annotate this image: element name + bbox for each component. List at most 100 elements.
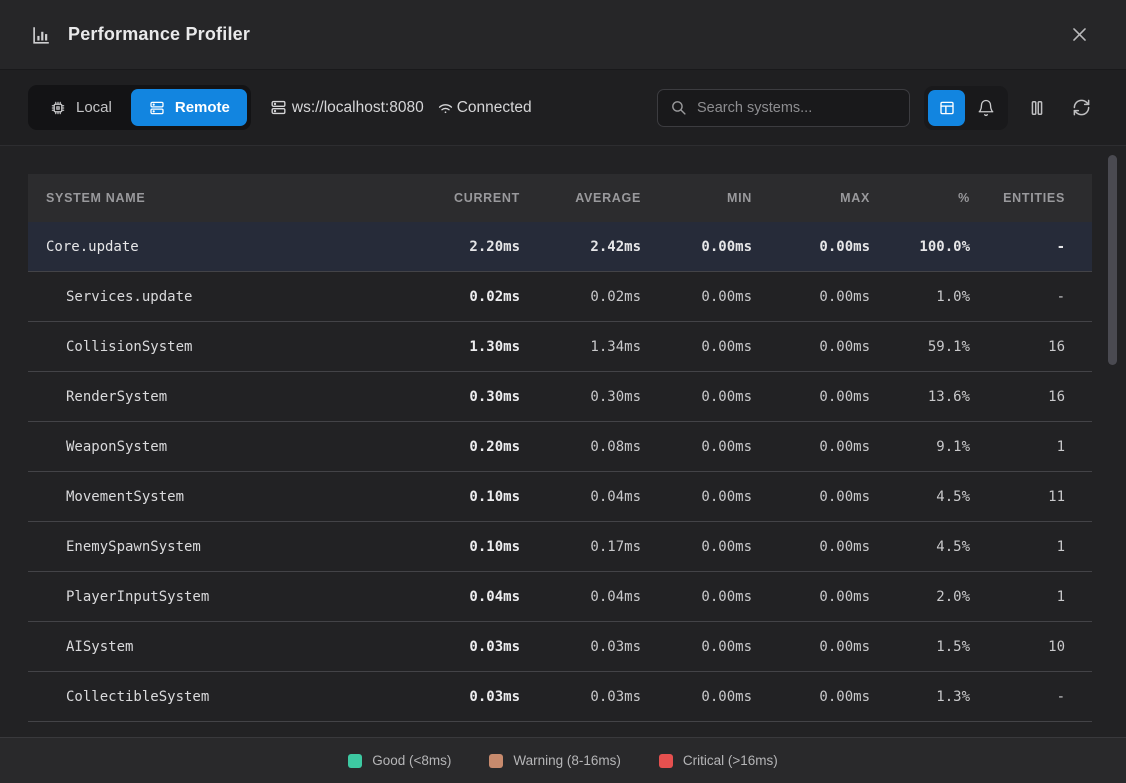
table-row[interactable]: EnemySpawnSystem 0.10ms 0.17ms 0.00ms 0.… bbox=[28, 522, 1092, 572]
cell-system-name: WeaponSystem bbox=[66, 438, 168, 455]
column-header-current[interactable]: CURRENT bbox=[453, 191, 520, 205]
cell-average: 0.08ms bbox=[590, 438, 641, 455]
table-row[interactable]: Core.update 2.20ms 2.42ms 0.00ms 0.00ms … bbox=[28, 222, 1092, 272]
table-row[interactable]: Services.update 0.02ms 0.02ms 0.00ms 0.0… bbox=[28, 272, 1092, 322]
connection-status-label: Connected bbox=[456, 98, 532, 116]
cell-system-name: CollisionSystem bbox=[66, 338, 193, 355]
cell-percent: 2.0% bbox=[936, 588, 970, 605]
cell-average: 0.03ms bbox=[590, 638, 641, 655]
endpoint: ws://localhost:8080 bbox=[269, 98, 424, 117]
legend-label: Warning (8-16ms) bbox=[513, 753, 621, 768]
cell-min: 0.00ms bbox=[701, 438, 752, 455]
cell-percent: 4.5% bbox=[936, 538, 970, 555]
cell-percent: 9.1% bbox=[936, 438, 970, 455]
bell-icon bbox=[977, 99, 995, 117]
systems-table: SYSTEM NAME CURRENT AVERAGE MIN MAX % EN… bbox=[28, 174, 1092, 722]
cell-max: 0.00ms bbox=[819, 438, 870, 455]
cell-max: 0.00ms bbox=[819, 638, 870, 655]
cell-current: 2.20ms bbox=[469, 238, 520, 255]
close-icon bbox=[1070, 25, 1089, 44]
pause-button[interactable] bbox=[1020, 91, 1054, 125]
refresh-button[interactable] bbox=[1064, 91, 1098, 125]
legend-swatch bbox=[489, 753, 504, 768]
legend-item: Good (<8ms) bbox=[348, 753, 451, 768]
cell-percent: 1.0% bbox=[936, 288, 970, 305]
cell-current: 0.02ms bbox=[469, 288, 520, 305]
server-icon bbox=[148, 99, 166, 117]
cell-entities: 16 bbox=[1048, 388, 1065, 405]
table-row[interactable]: PlayerInputSystem 0.04ms 0.04ms 0.00ms 0… bbox=[28, 572, 1092, 622]
cell-current: 0.03ms bbox=[469, 688, 520, 705]
cell-min: 0.00ms bbox=[701, 538, 752, 555]
table-row[interactable]: RenderSystem 0.30ms 0.30ms 0.00ms 0.00ms… bbox=[28, 372, 1092, 422]
cell-min: 0.00ms bbox=[701, 488, 752, 505]
cell-system-name: MovementSystem bbox=[66, 488, 185, 505]
cell-max: 0.00ms bbox=[819, 488, 870, 505]
remote-label: Remote bbox=[174, 99, 230, 116]
table-view-icon bbox=[938, 99, 956, 117]
table-row[interactable]: AISystem 0.03ms 0.03ms 0.00ms 0.00ms 1.5… bbox=[28, 622, 1092, 672]
cell-entities: 16 bbox=[1048, 338, 1065, 355]
cell-current: 0.10ms bbox=[469, 488, 520, 505]
cell-min: 0.00ms bbox=[701, 288, 752, 305]
cell-system-name: EnemySpawnSystem bbox=[66, 538, 201, 555]
column-header-system-name[interactable]: SYSTEM NAME bbox=[46, 191, 146, 205]
cell-min: 0.00ms bbox=[701, 238, 752, 255]
title-bar: Performance Profiler bbox=[0, 0, 1126, 70]
page-title: Performance Profiler bbox=[68, 24, 251, 44]
cell-average: 0.02ms bbox=[590, 288, 641, 305]
cell-entities: 1 bbox=[1056, 588, 1065, 605]
cell-system-name: CollectibleSystem bbox=[66, 688, 210, 705]
connection-status: Connected bbox=[436, 98, 532, 117]
cell-min: 0.00ms bbox=[701, 688, 752, 705]
cell-max: 0.00ms bbox=[819, 388, 870, 405]
column-header-entities[interactable]: ENTITIES bbox=[1003, 191, 1065, 205]
table-row[interactable]: WeaponSystem 0.20ms 0.08ms 0.00ms 0.00ms… bbox=[28, 422, 1092, 472]
table-row[interactable]: CollectibleSystem 0.03ms 0.03ms 0.00ms 0… bbox=[28, 672, 1092, 722]
wifi-icon bbox=[436, 98, 455, 117]
cell-max: 0.00ms bbox=[819, 588, 870, 605]
cell-current: 0.20ms bbox=[469, 438, 520, 455]
toolbar: Local Remote bbox=[0, 70, 1126, 146]
cell-entities: 1 bbox=[1056, 438, 1065, 455]
column-header-max[interactable]: MAX bbox=[840, 191, 870, 205]
close-button[interactable] bbox=[1062, 18, 1096, 52]
cell-current: 0.10ms bbox=[469, 538, 520, 555]
legend-item: Warning (8-16ms) bbox=[489, 753, 621, 768]
table-row[interactable]: MovementSystem 0.10ms 0.04ms 0.00ms 0.00… bbox=[28, 472, 1092, 522]
cell-system-name: AISystem bbox=[66, 638, 134, 655]
table-row[interactable]: CollisionSystem 1.30ms 1.34ms 0.00ms 0.0… bbox=[28, 322, 1092, 372]
legend-item: Critical (>16ms) bbox=[658, 753, 778, 768]
column-header-average[interactable]: AVERAGE bbox=[575, 191, 641, 205]
remote-mode-button[interactable]: Remote bbox=[130, 89, 247, 126]
cell-entities: 1 bbox=[1056, 538, 1065, 555]
source-toggle: Local Remote bbox=[28, 85, 251, 130]
cpu-icon bbox=[49, 99, 67, 117]
cell-average: 0.04ms bbox=[590, 588, 641, 605]
refresh-icon bbox=[1072, 98, 1091, 117]
column-header-percent[interactable]: % bbox=[958, 191, 970, 205]
vertical-scrollbar[interactable] bbox=[1108, 155, 1117, 365]
column-header-min[interactable]: MIN bbox=[726, 191, 752, 205]
cell-max: 0.00ms bbox=[819, 338, 870, 355]
bar-chart-icon bbox=[30, 24, 52, 46]
cell-min: 0.00ms bbox=[701, 638, 752, 655]
cell-entities: - bbox=[1056, 688, 1065, 705]
legend-swatch bbox=[348, 753, 363, 768]
legend-swatch bbox=[658, 753, 673, 768]
cell-percent: 59.1% bbox=[927, 338, 970, 355]
search-box bbox=[657, 88, 910, 127]
search-input[interactable] bbox=[697, 99, 897, 116]
table-view-button[interactable] bbox=[928, 89, 965, 126]
cell-entities: - bbox=[1056, 238, 1065, 255]
cell-current: 0.30ms bbox=[469, 388, 520, 405]
alerts-button[interactable] bbox=[967, 90, 1004, 126]
cell-average: 0.04ms bbox=[590, 488, 641, 505]
cell-average: 0.03ms bbox=[590, 688, 641, 705]
local-mode-button[interactable]: Local bbox=[32, 89, 129, 126]
view-toggle-group bbox=[924, 85, 1008, 130]
cell-average: 1.34ms bbox=[590, 338, 641, 355]
cell-min: 0.00ms bbox=[701, 338, 752, 355]
cell-percent: 1.5% bbox=[936, 638, 970, 655]
